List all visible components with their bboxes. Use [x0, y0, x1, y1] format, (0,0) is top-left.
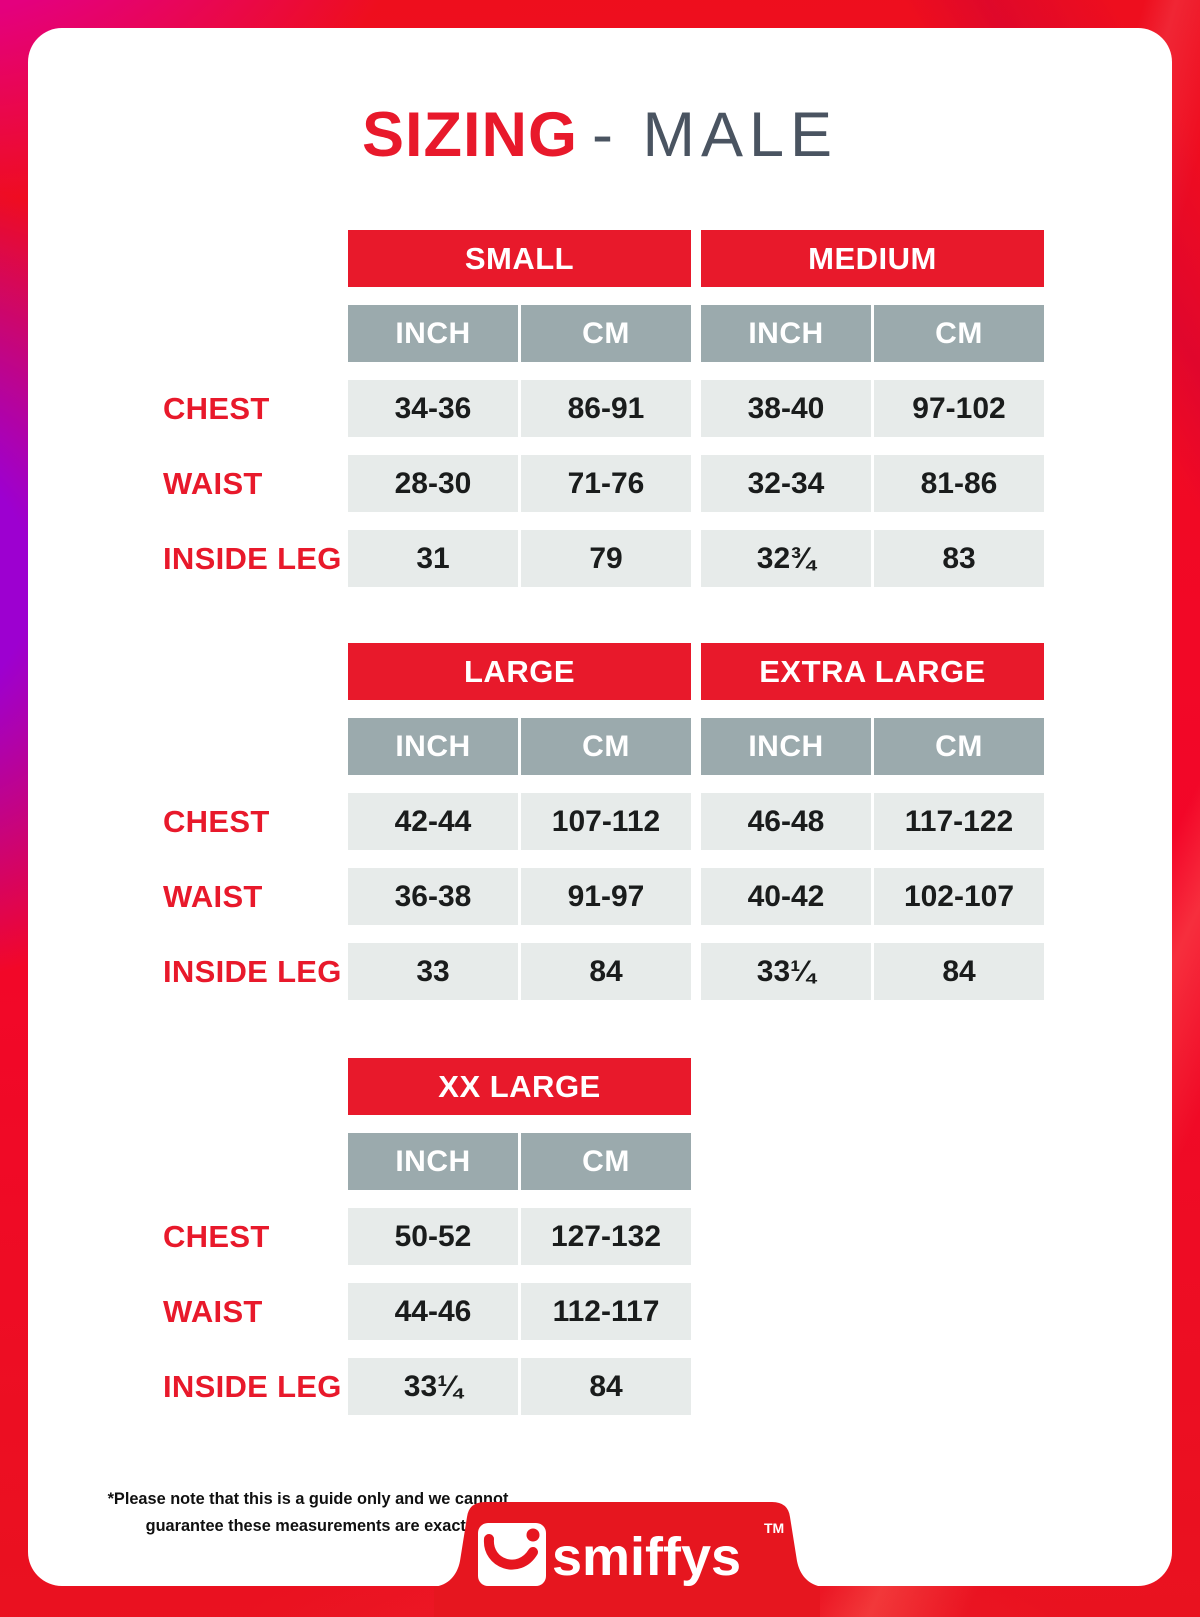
smiley-smile-icon — [484, 1534, 538, 1570]
size-table-large-xlarge: LARGE EXTRA LARGE INCH CM INCH CM CHEST … — [135, 643, 1044, 1000]
cell-large-cm-waist: 91-97 — [521, 868, 691, 925]
cell-xlarge-cm-chest: 117-122 — [874, 793, 1044, 850]
row-label-inside-leg: INSIDE LEG — [163, 540, 342, 576]
row-label-waist: WAIST — [163, 465, 263, 501]
size-header-extra-large: EXTRA LARGE — [701, 643, 1044, 700]
cell-small-cm-waist: 71-76 — [521, 455, 691, 512]
cell-small-cm-inside-leg: 79 — [521, 530, 691, 587]
cell-medium-cm-inside-leg: 83 — [874, 530, 1044, 587]
cell-xlarge-inch-inside-leg: 33¼ — [701, 943, 871, 1000]
size-header-medium: MEDIUM — [701, 230, 1044, 287]
cell-xlarge-inch-chest: 46-48 — [701, 793, 871, 850]
size-table-xxlarge: XX LARGE INCH CM CHEST 50-52 127-132 WAI… — [135, 1058, 1044, 1415]
cell-small-inch-inside-leg: 31 — [348, 530, 518, 587]
size-header-small: SMALL — [348, 230, 691, 287]
size-header-large: LARGE — [348, 643, 691, 700]
cell-medium-inch-inside-leg: 32¾ — [701, 530, 871, 587]
unit-header-inch: INCH — [348, 718, 518, 775]
cell-large-cm-chest: 107-112 — [521, 793, 691, 850]
cell-medium-inch-waist: 32-34 — [701, 455, 871, 512]
cell-xlarge-inch-waist: 40-42 — [701, 868, 871, 925]
unit-header-inch: INCH — [348, 305, 518, 362]
row-label-chest: CHEST — [163, 390, 270, 426]
row-label-inside-leg: INSIDE LEG — [163, 1368, 342, 1404]
cell-large-inch-chest: 42-44 — [348, 793, 518, 850]
row-label-waist: WAIST — [163, 1293, 263, 1329]
smiffys-logo: smiffys TM — [434, 1502, 820, 1617]
cell-medium-cm-waist: 81-86 — [874, 455, 1044, 512]
cell-medium-cm-chest: 97-102 — [874, 380, 1044, 437]
unit-header-inch: INCH — [701, 718, 871, 775]
cell-large-inch-inside-leg: 33 — [348, 943, 518, 1000]
cell-xxlarge-inch-waist: 44-46 — [348, 1283, 518, 1340]
cell-xxlarge-cm-waist: 112-117 — [521, 1283, 691, 1340]
cell-small-inch-waist: 28-30 — [348, 455, 518, 512]
size-table-small-medium: SMALL MEDIUM INCH CM INCH CM CHEST 34-36… — [135, 230, 1044, 587]
cell-xxlarge-inch-chest: 50-52 — [348, 1208, 518, 1265]
cell-xlarge-cm-inside-leg: 84 — [874, 943, 1044, 1000]
brand-wordmark: smiffys — [552, 1527, 741, 1587]
disclaimer-line-2: guarantee these measurements are exact. — [145, 1516, 471, 1535]
cell-xxlarge-cm-chest: 127-132 — [521, 1208, 691, 1265]
size-header-xx-large: XX LARGE — [348, 1058, 691, 1115]
page-title-sizing: SIZING — [361, 100, 578, 170]
cell-xxlarge-cm-inside-leg: 84 — [521, 1358, 691, 1415]
unit-header-cm: CM — [521, 305, 691, 362]
cell-small-inch-chest: 34-36 — [348, 380, 518, 437]
unit-header-cm: CM — [521, 1133, 691, 1190]
smiley-dot-icon — [526, 1528, 540, 1542]
row-label-chest: CHEST — [163, 1218, 270, 1254]
cell-large-inch-waist: 36-38 — [348, 868, 518, 925]
disclaimer-line-1: *Please note that this is a guide only a… — [107, 1489, 509, 1508]
unit-header-cm: CM — [521, 718, 691, 775]
row-label-inside-leg: INSIDE LEG — [163, 953, 342, 989]
sizing-sheet-card: SIZING - MALE SMALL MEDIUM INCH CM INCH C… — [28, 28, 1172, 1586]
cell-xxlarge-inch-inside-leg: 33¼ — [348, 1358, 518, 1415]
cell-small-cm-chest: 86-91 — [521, 380, 691, 437]
disclaimer-note: *Please note that this is a guide only a… — [63, 1485, 553, 1539]
cell-medium-inch-chest: 38-40 — [701, 380, 871, 437]
row-label-chest: CHEST — [163, 803, 270, 839]
row-label-waist: WAIST — [163, 878, 263, 914]
unit-header-inch: INCH — [348, 1133, 518, 1190]
unit-header-cm: CM — [874, 718, 1044, 775]
cell-large-cm-inside-leg: 84 — [521, 943, 691, 1000]
cell-xlarge-cm-waist: 102-107 — [874, 868, 1044, 925]
trademark-symbol: TM — [764, 1520, 784, 1536]
unit-header-inch: INCH — [701, 305, 871, 362]
page-title: SIZING - MALE — [28, 103, 1172, 168]
page-title-male: - MALE — [591, 100, 839, 170]
unit-header-cm: CM — [874, 305, 1044, 362]
